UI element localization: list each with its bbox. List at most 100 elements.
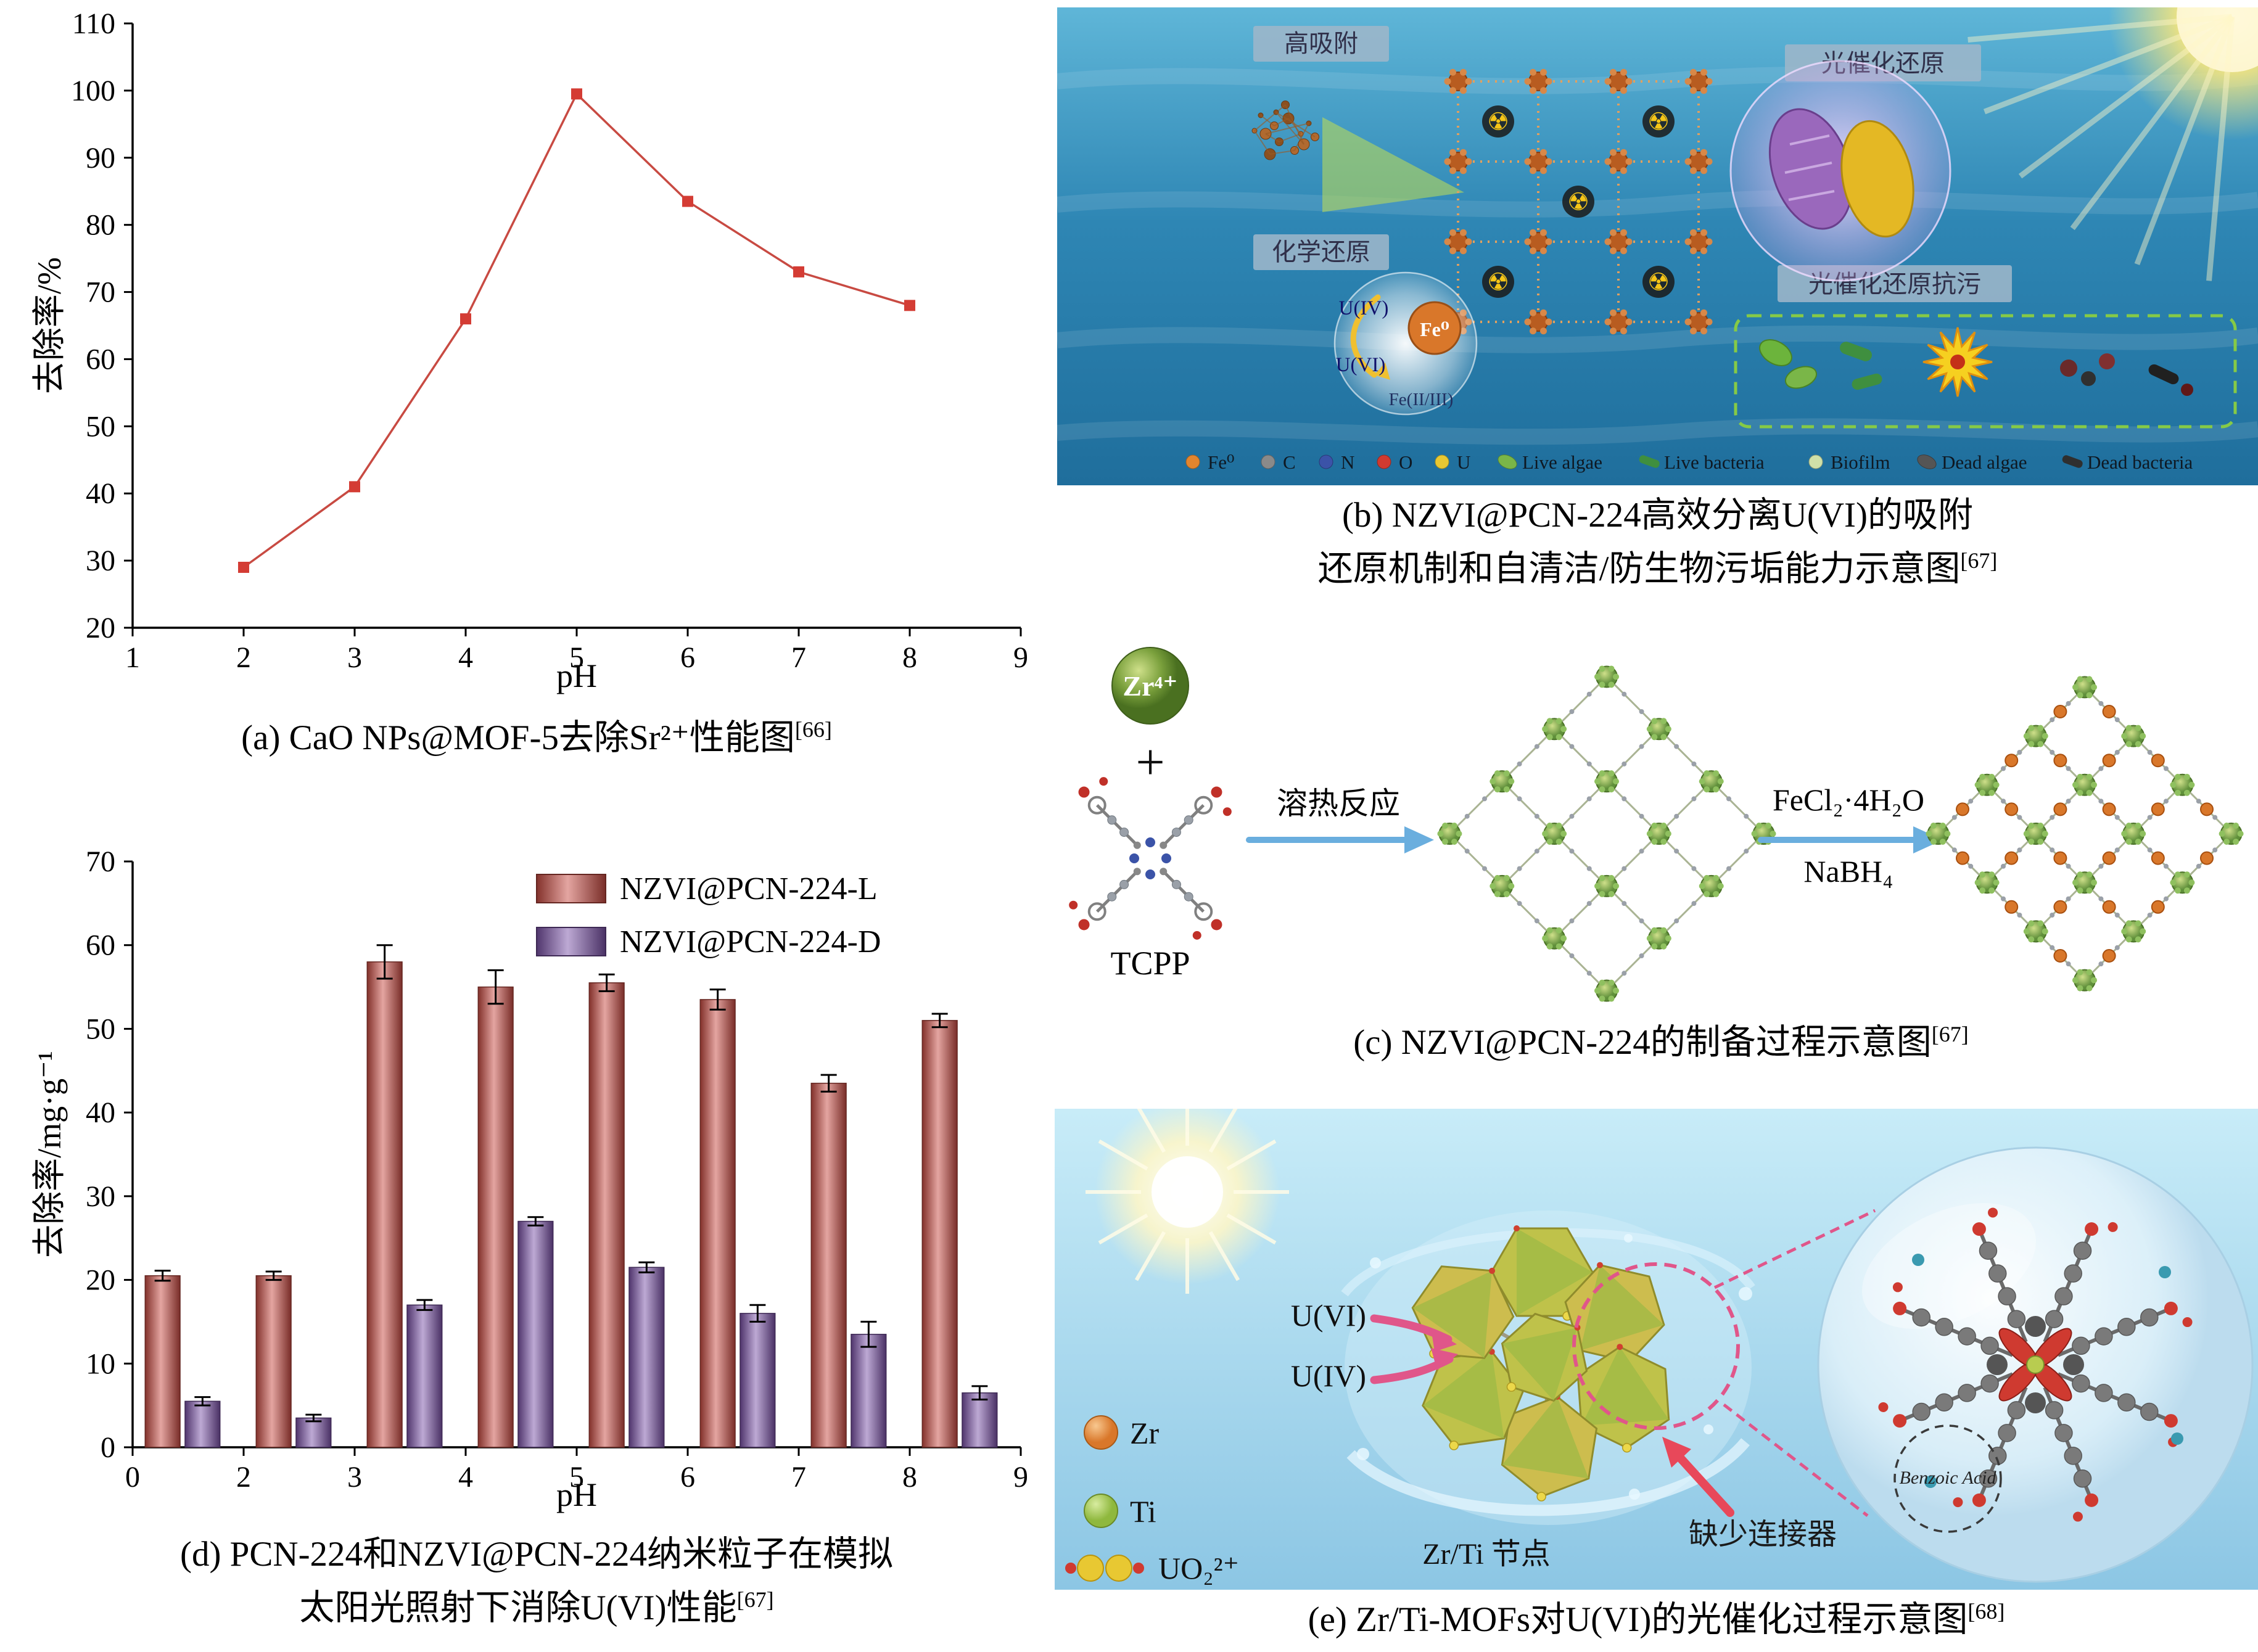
uo2-legend-label: UO₂²⁺: [1158, 1551, 1239, 1585]
svg-text:20: 20: [86, 1264, 115, 1297]
water-waves: [1057, 66, 2258, 445]
svg-text:6: 6: [680, 641, 695, 674]
radioactive-icon: ☢: [1642, 266, 1675, 298]
svg-text:去除率/%: 去除率/%: [31, 257, 68, 394]
caption-a-ref: [66]: [794, 717, 832, 742]
panel-e-photocatalysis-scheme: U(VI) U(IV) Zr Ti UO₂²⁺: [1055, 1109, 2258, 1647]
caption-a-text: (a) CaO NPs@MOF-5去除Sr²⁺性能图: [241, 718, 795, 757]
svg-text:☢: ☢: [1647, 108, 1670, 136]
svg-text:1: 1: [125, 641, 140, 674]
svg-text:70: 70: [86, 276, 115, 309]
svg-text:0: 0: [101, 1431, 115, 1464]
panel-b-legend-row: Fe⁰ C N O U Live algae Live bacteria Biofilm Dea…: [1185, 451, 2193, 473]
porphyrin-molecule: [1878, 1207, 2193, 1522]
svg-text:Fe⁰: Fe⁰: [1208, 451, 1234, 473]
svg-text:80: 80: [86, 209, 115, 242]
svg-text:60: 60: [86, 343, 115, 376]
panel-b-artwork: ☢☢☢☢☢ 高吸附 光催化还原 化学还原 光催化还原抗污: [1057, 7, 2258, 485]
svg-text:U(VI): U(VI): [1336, 354, 1386, 376]
label-chemical-reduction: 化学还原: [1253, 234, 1389, 270]
water-droplets: [1357, 1234, 1752, 1500]
caption-b: (b) NZVI@PCN-224高效分离U(VI)的吸附 还原机制和自清洁/防生…: [1057, 489, 2258, 596]
svg-text:☢: ☢: [1487, 108, 1509, 136]
live-bacteria-icon: [1840, 342, 1872, 361]
u6-label: U(VI): [1291, 1298, 1366, 1333]
caption-e-text: (e) Zr/Ti-MOFs对U(VI)的光催化过程示意图: [1308, 1600, 1968, 1639]
reaction-arrow-1: 溶热反应: [1246, 786, 1434, 853]
caption-e-ref: [68]: [1968, 1599, 2005, 1624]
svg-text:60: 60: [86, 929, 115, 962]
defect-highlight-circle: [1572, 1262, 1740, 1430]
catalyst-particle-icon: [1840, 120, 1914, 238]
svg-text:pH: pH: [556, 657, 597, 694]
dead-bacteria-icon: [2148, 364, 2179, 385]
missing-linker-label: 缺少连接器: [1689, 1518, 1837, 1551]
svg-text:N: N: [1341, 451, 1354, 473]
chemical-reduction-bubble: Fe⁰ U(IV) U(VI) Fe(II/III): [1333, 271, 1478, 416]
ti-legend-label: Ti: [1130, 1494, 1156, 1529]
sun-icon: [1968, 7, 2258, 281]
legend-item-dead-algae: Dead algae: [1917, 451, 2027, 473]
legend-item-o: O: [1377, 451, 1412, 473]
zr-ti-mof-cluster: [1411, 1225, 1670, 1502]
adsorption-beam-arrow: [1322, 117, 1464, 212]
svg-text:4: 4: [458, 1461, 473, 1494]
pcn-224-framework: [1437, 665, 1776, 1002]
caption-d-line1: (d) PCN-224和NZVI@PCN-224纳米粒子在模拟: [179, 1535, 894, 1574]
svg-text:20: 20: [86, 612, 115, 644]
svg-text:9: 9: [1013, 1461, 1028, 1494]
caption-c-text: (c) NZVI@PCN-224的制备过程示意图: [1353, 1023, 1932, 1062]
tcpp-label: TCPP: [1110, 945, 1190, 982]
svg-text:NZVI@PCN-224-D: NZVI@PCN-224-D: [620, 924, 881, 960]
caption-c-ref: [67]: [1931, 1022, 1969, 1046]
zr-ti-node-label: Zr/Ti 节点: [1422, 1538, 1551, 1571]
svg-text:40: 40: [86, 477, 115, 510]
svg-text:90: 90: [86, 142, 115, 175]
svg-text:100: 100: [71, 75, 115, 107]
panel-c-artwork: Zr⁴⁺ + TCPP 溶热反应 FeCl₂·4H₂O NaBH₄: [1069, 647, 2244, 1002]
svg-text:Dead algae: Dead algae: [1942, 451, 2027, 473]
radioactive-icon: ☢: [1482, 105, 1514, 138]
fecl2-label: FeCl₂·4H₂O: [1773, 783, 1924, 817]
plus-sign: +: [1135, 734, 1164, 791]
svg-text:U: U: [1457, 451, 1470, 473]
zoom-connector-top: [1713, 1209, 1876, 1289]
live-algae-icon: [1759, 339, 1792, 366]
zr-legend-label: Zr: [1130, 1416, 1160, 1450]
zoom-sphere: Benzoic Acid: [1817, 1146, 2254, 1583]
ros-burst-icon: [1922, 327, 1993, 397]
svg-text:化学还原: 化学还原: [1272, 238, 1370, 266]
svg-text:3: 3: [347, 1461, 362, 1494]
svg-text:Live algae: Live algae: [1522, 451, 1602, 473]
svg-text:4: 4: [458, 641, 473, 674]
svg-text:Biofilm: Biofilm: [1831, 451, 1890, 473]
caption-b-line1: (b) NZVI@PCN-224高效分离U(VI)的吸附: [1342, 496, 1973, 535]
svg-text:0: 0: [125, 1461, 140, 1494]
svg-text:pH: pH: [556, 1476, 597, 1513]
svg-text:Dead bacteria: Dead bacteria: [2087, 451, 2193, 473]
svg-text:50: 50: [86, 410, 115, 443]
svg-text:10: 10: [86, 1347, 115, 1380]
legend-item-fe-: Fe⁰: [1185, 451, 1234, 473]
panel-b-mechanism-scheme: ☢ ☢ ☢ ☢ ☢ 高吸附 光催化还原 化学还原 光催化还原抗污: [1057, 7, 2258, 596]
svg-text:☢: ☢: [1567, 188, 1589, 216]
svg-text:NZVI@PCN-224-L: NZVI@PCN-224-L: [620, 871, 878, 906]
dead-algae-icon: [2099, 353, 2115, 369]
caption-c: (c) NZVI@PCN-224的制备过程示意图[67]: [1064, 1016, 2258, 1070]
caption-d-line2: 太阳光照射下消除U(VI)性能: [299, 1588, 737, 1627]
caption-d: (d) PCN-224和NZVI@PCN-224纳米粒子在模拟 太阳光照射下消除…: [25, 1528, 1049, 1635]
caption-a: (a) CaO NPs@MOF-5去除Sr²⁺性能图[66]: [25, 712, 1049, 765]
svg-text:110: 110: [72, 7, 115, 40]
ti-atom-icon: [1084, 1494, 1118, 1528]
svg-text:2: 2: [236, 1461, 251, 1494]
uranium-reduction-labels: U(VI) U(IV): [1291, 1298, 1458, 1393]
svg-text:70: 70: [86, 846, 115, 878]
iron-core-icon: [1407, 301, 1462, 355]
svg-text:Fe(II/III): Fe(II/III): [1389, 390, 1454, 409]
svg-text:高吸附: 高吸附: [1284, 30, 1358, 57]
svg-text:30: 30: [86, 545, 115, 577]
svg-text:7: 7: [791, 641, 806, 674]
svg-text:O: O: [1399, 451, 1412, 473]
legend-item-c: C: [1261, 451, 1296, 473]
caption-e: (e) Zr/Ti-MOFs对U(VI)的光催化过程示意图[68]: [1055, 1593, 2258, 1647]
